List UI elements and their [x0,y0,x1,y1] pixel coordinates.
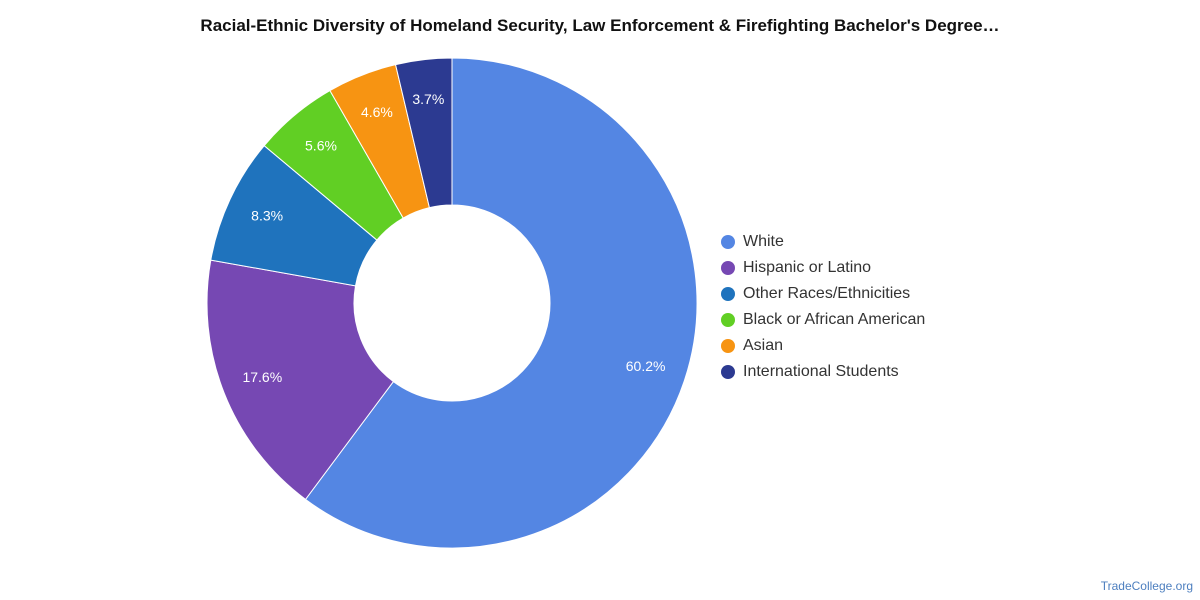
chart-title: Racial-Ethnic Diversity of Homeland Secu… [200,16,1000,35]
slice-label: 17.6% [242,369,282,385]
slice-hispanic-or-latino[interactable] [206,259,395,501]
legend-label: Black or African American [743,311,926,328]
legend-label: Asian [743,337,784,354]
legend-item[interactable]: Asian [721,333,925,359]
slice-white[interactable] [304,57,698,549]
legend-item[interactable]: White [721,229,925,255]
slice-labels-group: 60.2% 17.6% 8.3% 5.6% 4.6% 3.7% [242,91,665,385]
slice-international-students[interactable] [394,57,453,209]
legend-item[interactable]: Hispanic or Latino [721,255,925,281]
legend-swatch [721,287,735,301]
source-watermark[interactable]: TradeCollege.org [1100,579,1193,593]
legend-item[interactable]: Other Races/Ethnicities [721,281,925,307]
legend-item[interactable]: International Students [721,359,925,385]
legend-swatch [721,365,735,379]
legend-swatch [721,313,735,327]
legend-swatch [721,235,735,249]
legend-label: International Students [743,363,899,380]
slice-label: 60.2% [626,358,666,374]
legend-swatch [721,339,735,353]
legend-label: Other Races/Ethnicities [743,285,911,302]
legend-swatch [721,261,735,275]
legend-label: Hispanic or Latino [743,259,872,276]
chart-legend: White Hispanic or Latino Other Races/Ethni… [721,229,925,385]
legend-label: White [743,233,784,250]
slice-label: 8.3% [251,207,283,223]
slices-group [206,57,698,549]
slice-label: 3.7% [412,91,444,107]
slice-label: 5.6% [305,137,337,153]
slice-label: 4.6% [361,104,393,120]
legend-item[interactable]: Black or African American [721,307,925,333]
